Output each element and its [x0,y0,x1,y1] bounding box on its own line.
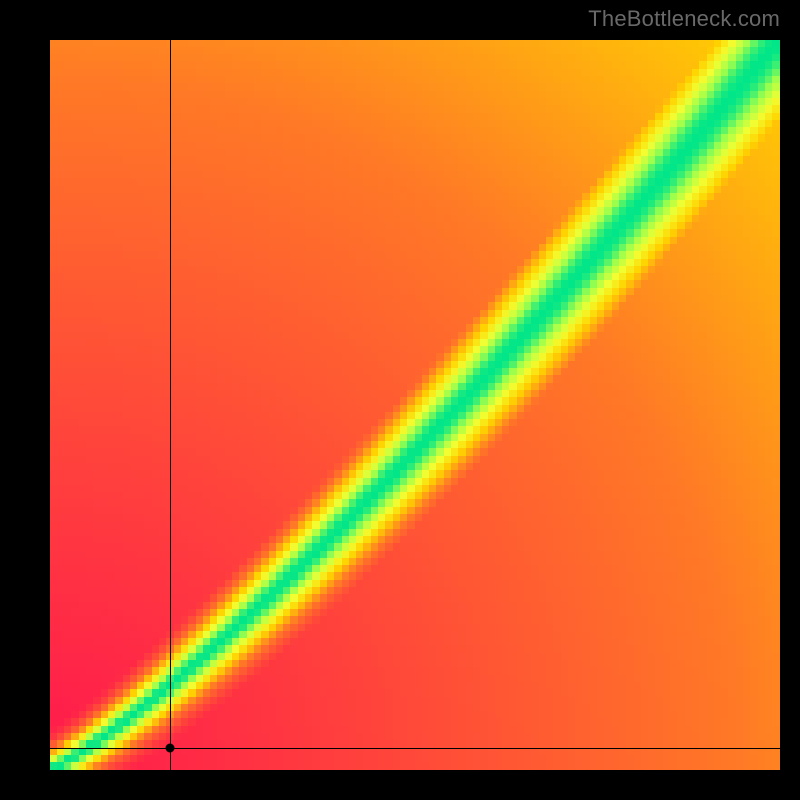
heatmap-canvas [50,40,780,770]
chart-root: TheBottleneck.com [0,0,800,800]
crosshair-vertical [170,40,171,770]
crosshair-horizontal [50,748,780,749]
plot-area [50,40,780,770]
marker-dot [166,744,175,753]
watermark-text: TheBottleneck.com [588,6,780,32]
